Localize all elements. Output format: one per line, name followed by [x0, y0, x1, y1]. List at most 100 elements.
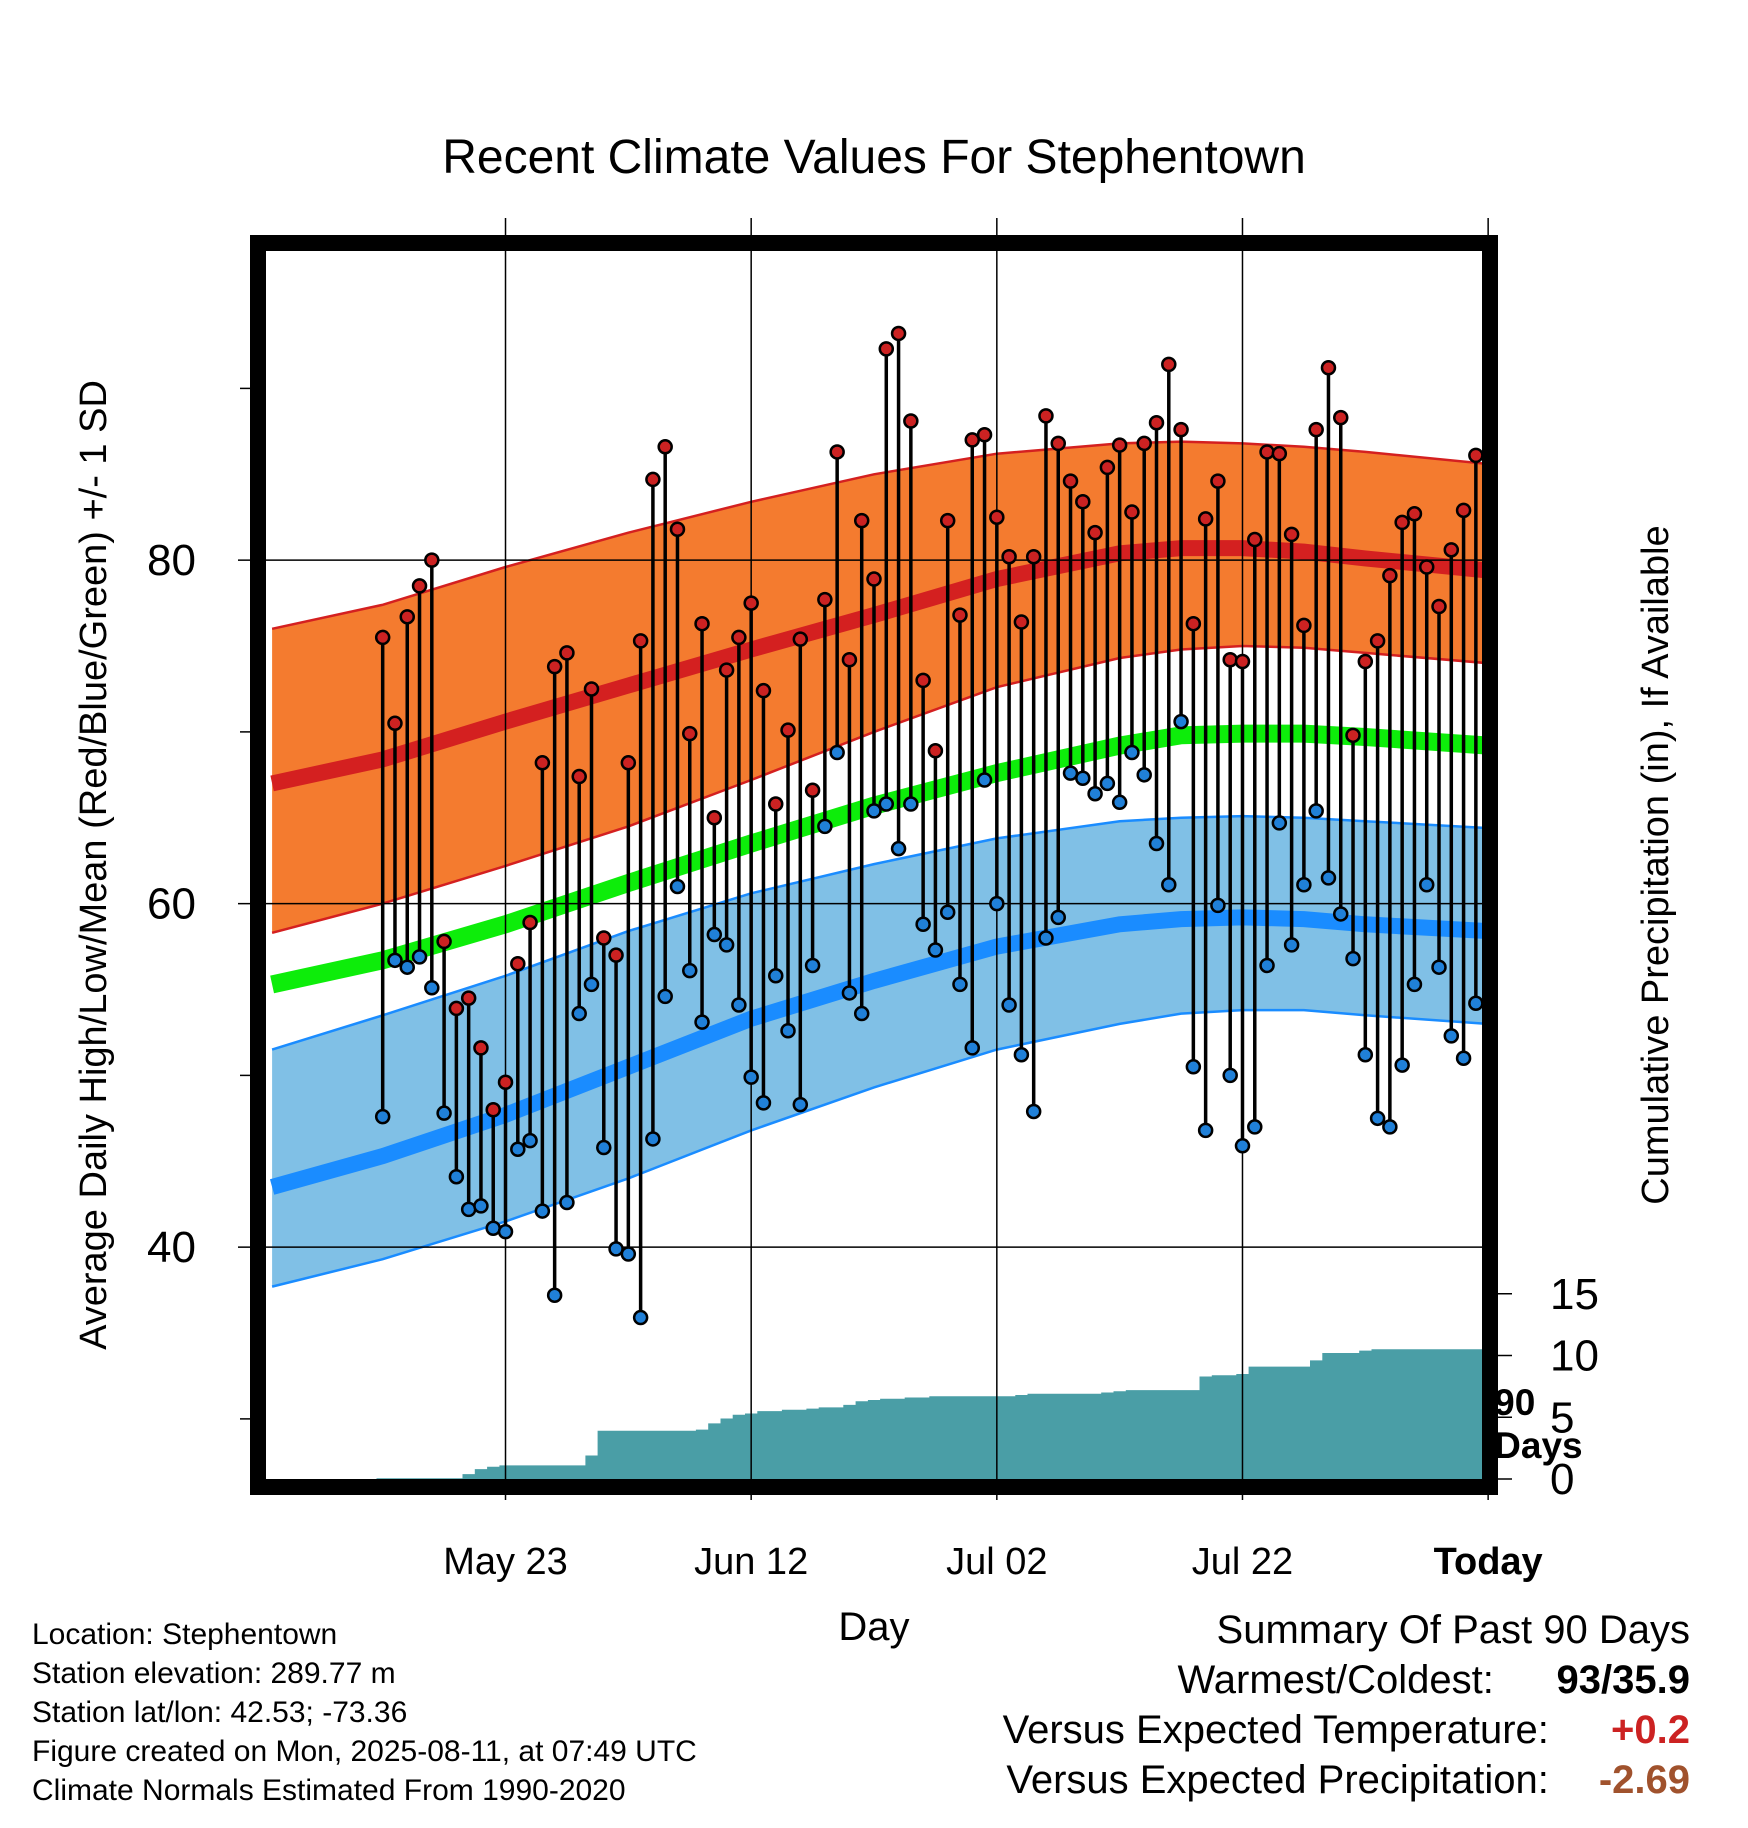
warm-cold-label: Warmest/Coldest: — [1177, 1658, 1494, 1702]
high-point — [1222, 652, 1238, 668]
high-point — [1394, 514, 1410, 531]
high-point — [534, 755, 551, 771]
high-point — [583, 681, 600, 697]
low-point — [1382, 1119, 1398, 1135]
low-point — [411, 949, 428, 965]
low-point — [1087, 785, 1103, 802]
low-point — [952, 976, 968, 993]
high-point — [546, 658, 563, 675]
low-point — [374, 1108, 391, 1125]
high-point — [596, 930, 612, 946]
high-point — [853, 512, 870, 529]
high-point — [1332, 409, 1349, 426]
low-point — [1050, 909, 1066, 926]
low-point — [755, 1095, 772, 1111]
low-point — [424, 980, 440, 996]
low-point — [780, 1022, 796, 1039]
high-point — [1210, 473, 1226, 489]
low-point — [1136, 767, 1152, 783]
high-point — [1173, 421, 1189, 438]
low-point — [1345, 950, 1361, 967]
high-point — [1050, 435, 1066, 452]
x-tick-label: Jun 12 — [694, 1541, 808, 1583]
high-point — [424, 552, 440, 568]
low-point — [1431, 959, 1447, 975]
high-point — [473, 1040, 489, 1056]
low-point — [841, 985, 858, 1001]
low-point — [1332, 906, 1349, 922]
high-point — [976, 427, 993, 443]
summary-title: Summary Of Past 90 Days — [1216, 1608, 1690, 1652]
low-point — [1185, 1059, 1202, 1075]
high-point — [460, 990, 477, 1006]
low-point — [1148, 835, 1165, 852]
high-point — [989, 509, 1005, 525]
high-point — [645, 471, 661, 488]
low-point — [571, 1005, 587, 1022]
low-point — [1173, 713, 1189, 730]
low-point — [596, 1139, 612, 1156]
high-point — [632, 633, 649, 649]
low-point — [399, 959, 416, 975]
high-point — [1308, 421, 1324, 438]
high-point — [522, 914, 538, 931]
low-point — [632, 1309, 649, 1326]
low-point — [1443, 1028, 1460, 1044]
high-point — [1406, 506, 1423, 522]
high-point — [829, 444, 845, 460]
low-point — [903, 796, 919, 812]
high-point — [1087, 524, 1103, 541]
high-point — [1431, 598, 1447, 615]
high-point — [682, 725, 698, 742]
low-point — [915, 916, 931, 933]
marker-label-line2: Days — [1494, 1425, 1582, 1466]
high-point — [1013, 614, 1030, 630]
normals-layer — [269, 440, 1482, 1288]
high-point — [1234, 653, 1251, 670]
low-point — [1468, 995, 1484, 1012]
low-point — [1222, 1067, 1238, 1084]
low-point — [804, 957, 821, 974]
low-point — [682, 962, 698, 979]
high-point — [1161, 356, 1177, 373]
temp-vs-expected-label: Versus Expected Temperature: — [1002, 1708, 1549, 1752]
created-text: Figure created on Mon, 2025-08-11, at 07… — [32, 1735, 697, 1768]
high-point — [1185, 615, 1202, 632]
high-point — [608, 947, 624, 963]
precip-vs-expected-label: Versus Expected Precipitation: — [1006, 1758, 1549, 1802]
high-point — [1320, 360, 1337, 376]
high-point — [669, 521, 686, 537]
ticks-layer: May 23 Jun 12 Jul 02 Jul 22 Today 40 60 80 0 5 10 1… — [73, 218, 1677, 1649]
y2-tick-label: 15 — [1550, 1270, 1599, 1319]
low-point — [448, 1168, 465, 1185]
high-point — [1124, 504, 1140, 520]
low-point — [460, 1201, 477, 1218]
high-point — [915, 672, 931, 689]
high-point — [1283, 526, 1300, 543]
high-point — [1136, 435, 1152, 452]
low-point — [1111, 794, 1128, 811]
high-point — [939, 512, 956, 529]
low-point — [1394, 1057, 1410, 1073]
high-point — [1075, 494, 1091, 510]
high-point — [952, 607, 968, 623]
observations-layer — [374, 251, 1491, 1479]
low-point — [473, 1198, 489, 1214]
high-point — [1111, 437, 1128, 453]
low-point — [927, 942, 944, 958]
low-point — [743, 1069, 759, 1085]
high-point — [1062, 473, 1079, 489]
y2-tick-label: 0 — [1550, 1455, 1574, 1504]
y-axis-label: Average Daily High/Low/Mean (Red/Blue/Gr… — [73, 380, 115, 1350]
high-point — [1099, 459, 1116, 476]
high-point — [903, 413, 919, 429]
low-point — [829, 744, 845, 761]
high-point — [1038, 408, 1054, 424]
low-point — [1296, 877, 1312, 893]
low-point — [1357, 1047, 1374, 1063]
high-point — [866, 571, 882, 587]
high-point — [657, 439, 673, 455]
high-point — [878, 341, 895, 357]
high-point — [559, 645, 575, 661]
high-point — [1455, 502, 1472, 519]
